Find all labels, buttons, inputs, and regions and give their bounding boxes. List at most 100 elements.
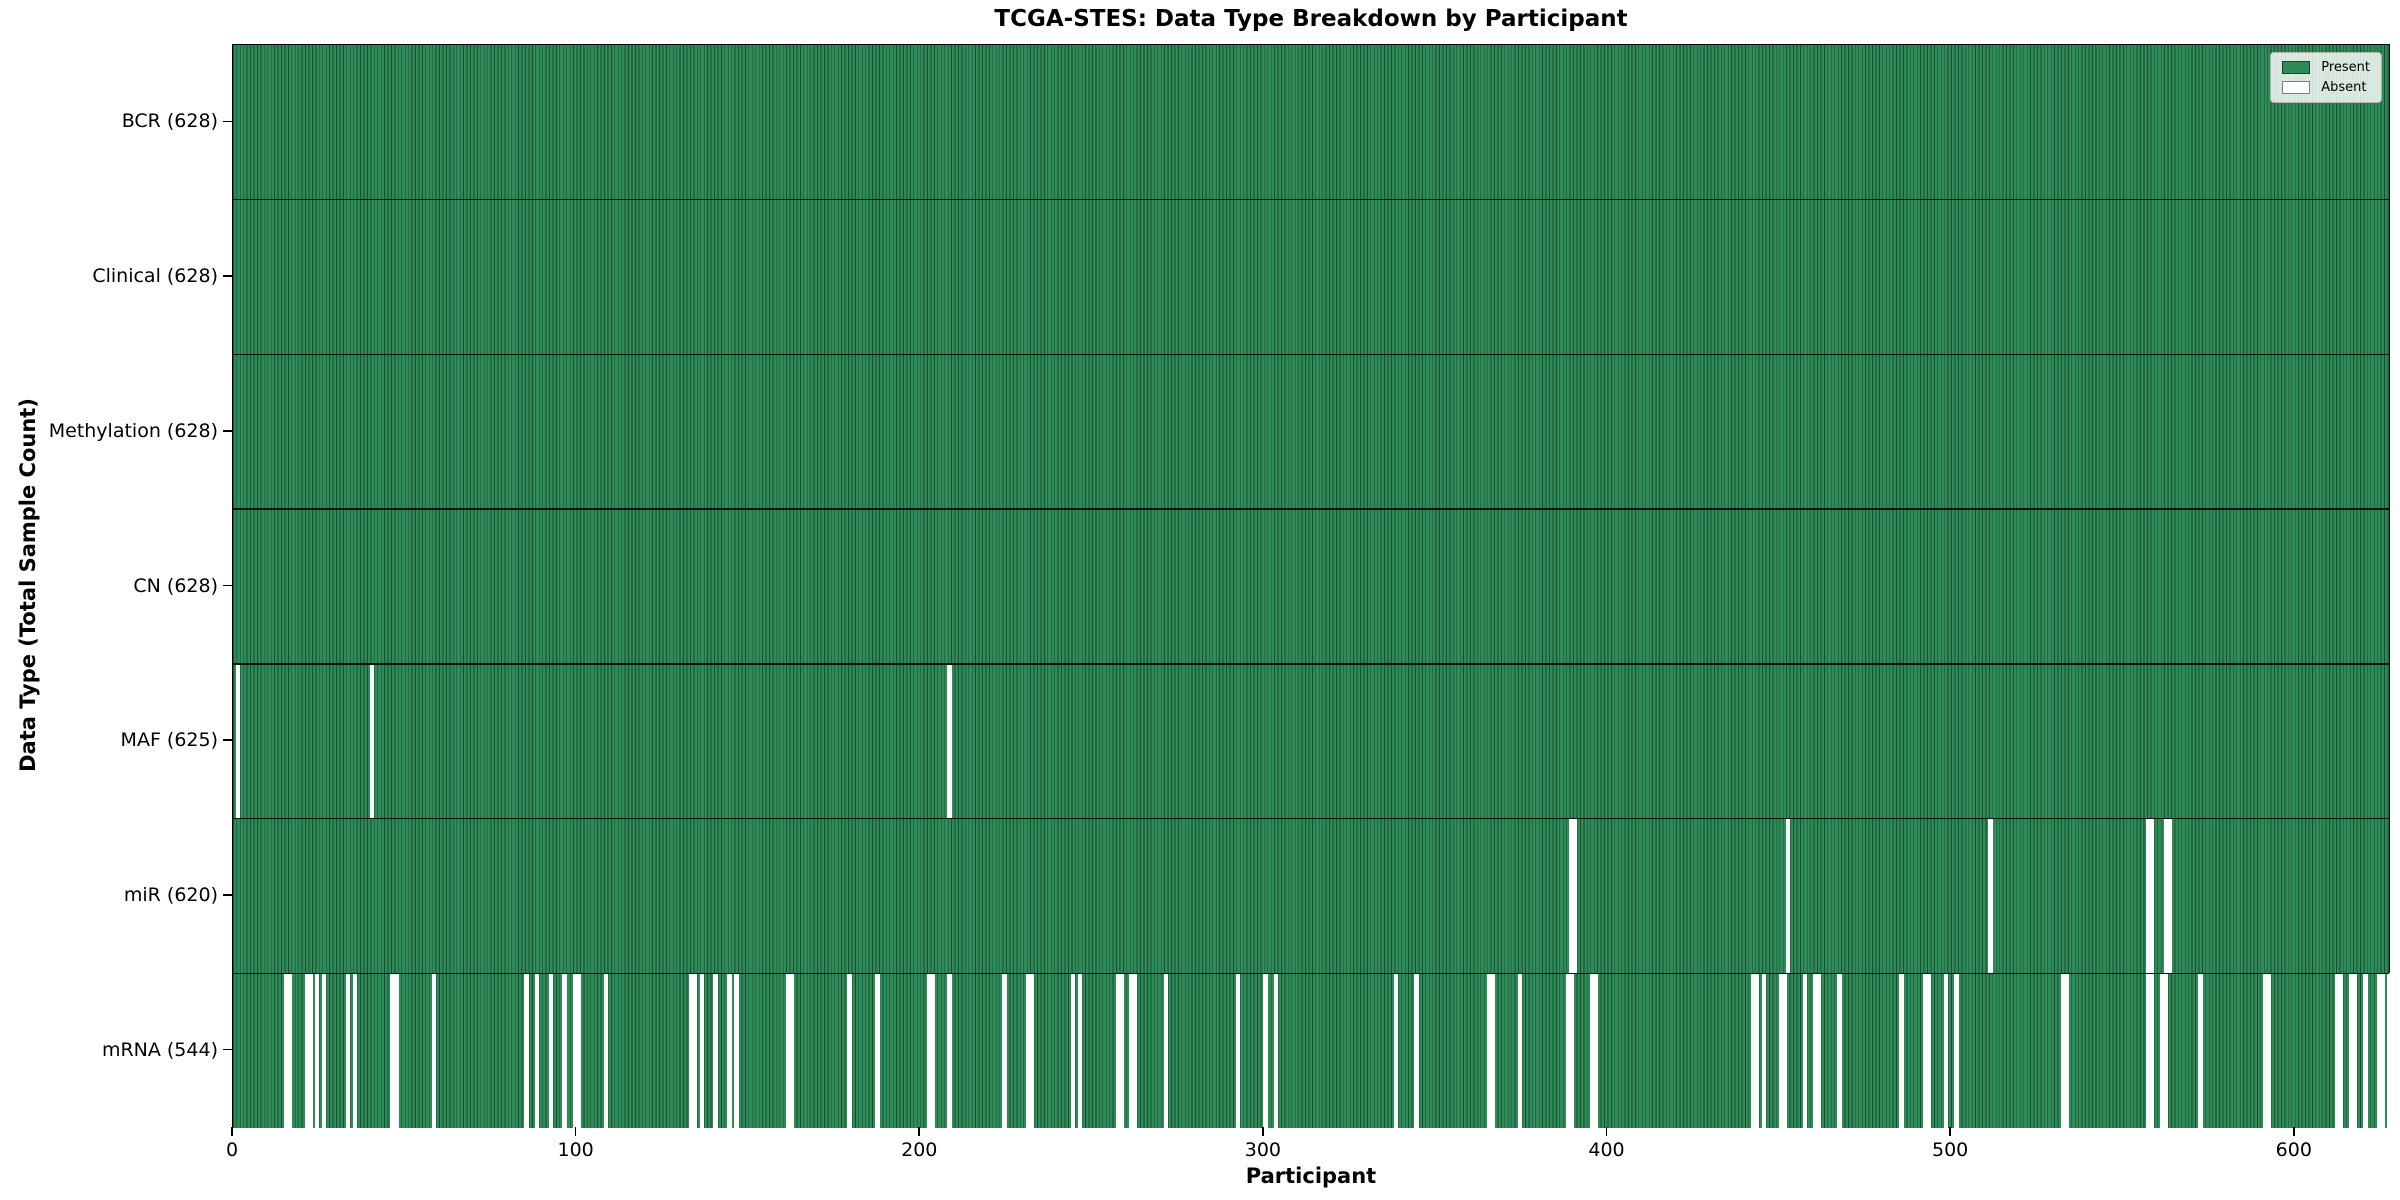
absent-cell-mRNA-395 <box>1589 973 1595 1128</box>
absent-cell-mRNA-460 <box>1813 973 1818 1128</box>
absent-cell-mRNA-100 <box>576 973 581 1128</box>
absent-cell-mRNA-467 <box>1837 973 1842 1128</box>
x-tick-label-100: 100 <box>557 1139 594 1161</box>
absent-cell-mRNA-612 <box>2335 973 2341 1128</box>
absent-cell-miR-563 <box>2167 818 2172 974</box>
row-separator <box>233 353 2389 356</box>
absent-cell-miR-557 <box>2146 818 2152 974</box>
absent-cell-mRNA-592 <box>2266 973 2272 1128</box>
absent-cell-mRNA-616 <box>2349 973 2354 1128</box>
absent-cell-mRNA-85 <box>524 973 530 1128</box>
row-CN <box>233 509 2389 664</box>
absent-cell-mRNA-557 <box>2146 973 2152 1128</box>
absent-cell-miR-558 <box>2149 818 2155 974</box>
absent-cell-MAF-40 <box>369 663 375 819</box>
absent-cell-mRNA-144 <box>727 973 732 1128</box>
absent-cell-mRNA-258 <box>1118 973 1124 1128</box>
absent-cell-mRNA-591 <box>2263 973 2268 1128</box>
absent-cell-mRNA-572 <box>2197 973 2203 1128</box>
absent-cell-mRNA-617 <box>2352 973 2358 1128</box>
row-BCR <box>233 45 2389 200</box>
absent-cell-mRNA-445 <box>1761 973 1767 1128</box>
absent-cell-mRNA-625 <box>2380 973 2385 1128</box>
absent-cell-mRNA-208 <box>947 973 952 1128</box>
y-tick-mark <box>223 894 232 896</box>
y-tick-label-Methylation: Methylation (628) <box>48 419 218 442</box>
absent-cell-mRNA-624 <box>2376 973 2382 1128</box>
x-tick-label-200: 200 <box>901 1139 938 1161</box>
absent-cell-mRNA-88 <box>534 973 540 1128</box>
absent-cell-mRNA-47 <box>393 973 399 1128</box>
absent-cell-mRNA-96 <box>562 973 567 1128</box>
row-mRNA <box>233 973 2392 1128</box>
absent-cell-mRNA-246 <box>1077 973 1083 1128</box>
plot-area: Present Absent <box>232 44 2392 1128</box>
y-tick-mark <box>223 275 232 277</box>
absent-cell-mRNA-162 <box>789 973 794 1128</box>
absent-cell-mRNA-26 <box>321 973 327 1128</box>
x-tick-mark <box>1949 1127 1951 1136</box>
row-separator <box>233 663 2389 665</box>
row-separator <box>233 199 2389 201</box>
absent-cell-mRNA-292 <box>1235 973 1241 1128</box>
y-tick-label-MAF: MAF (625) <box>120 729 218 752</box>
x-tick-label-600: 600 <box>2275 1139 2312 1161</box>
y-tick-label-CN: CN (628) <box>133 574 218 597</box>
absent-cell-mRNA-99 <box>572 973 578 1128</box>
absent-cell-mRNA-532 <box>2060 973 2066 1128</box>
x-tick-label-400: 400 <box>1588 1139 1625 1161</box>
y-tick-label-Clinical: Clinical (628) <box>92 265 218 288</box>
absent-cell-mRNA-35 <box>352 973 358 1128</box>
absent-cell-mRNA-374 <box>1517 973 1523 1128</box>
absent-swatch-icon <box>2282 81 2311 94</box>
absent-cell-mRNA-344 <box>1414 973 1420 1128</box>
row-separator <box>233 508 2389 510</box>
absent-cell-mRNA-140 <box>713 973 719 1128</box>
x-tick-mark <box>918 1127 921 1136</box>
absent-cell-mRNA-562 <box>2163 973 2169 1128</box>
x-tick-mark <box>2292 1127 2295 1136</box>
absent-cell-mRNA-561 <box>2160 973 2165 1128</box>
absent-cell-mRNA-262 <box>1132 973 1138 1128</box>
absent-cell-MAF-208 <box>947 663 952 819</box>
absent-cell-mRNA-613 <box>2338 973 2344 1128</box>
absent-cell-mRNA-533 <box>2063 973 2069 1128</box>
absent-cell-mRNA-451 <box>1782 973 1787 1128</box>
absent-cell-miR-511 <box>1988 818 1993 974</box>
row-MAF <box>233 663 2389 819</box>
absent-cell-mRNA-492 <box>1923 973 1928 1128</box>
row-Methylation <box>233 354 2389 510</box>
absent-cell-MAF-1 <box>235 663 241 819</box>
absent-cell-mRNA-498 <box>1943 973 1949 1128</box>
x-tick-mark <box>1262 1127 1264 1136</box>
absent-cell-mRNA-366 <box>1490 973 1495 1128</box>
absent-cell-mRNA-365 <box>1486 973 1492 1128</box>
absent-cell-mRNA-389 <box>1569 973 1574 1128</box>
absent-cell-mRNA-179 <box>847 973 853 1128</box>
absent-cell-miR-389 <box>1569 818 1574 974</box>
legend-item-absent: Absent <box>2282 80 2370 95</box>
y-tick-mark <box>223 739 232 741</box>
absent-cell-mRNA-146 <box>734 973 739 1128</box>
absent-cell-mRNA-443 <box>1754 973 1760 1128</box>
x-axis-label: Participant <box>1245 1164 1377 1188</box>
y-tick-mark <box>223 120 232 123</box>
y-tick-mark <box>223 429 232 432</box>
absent-cell-mRNA-232 <box>1029 973 1035 1128</box>
row-miR <box>233 818 2389 974</box>
absent-cell-mRNA-58 <box>431 973 437 1128</box>
absent-cell-mRNA-388 <box>1565 973 1571 1128</box>
absent-cell-mRNA-457 <box>1802 973 1808 1128</box>
x-tick-mark <box>231 1127 233 1136</box>
absent-cell-mRNA-24 <box>314 973 320 1128</box>
absent-cell-mRNA-442 <box>1751 973 1756 1128</box>
x-tick-label-300: 300 <box>1244 1139 1282 1161</box>
absent-cell-mRNA-161 <box>785 973 791 1128</box>
absent-cell-mRNA-396 <box>1593 973 1598 1128</box>
absent-cell-mRNA-202 <box>926 973 932 1128</box>
y-tick-label-mRNA: mRNA (544) <box>101 1038 218 1061</box>
y-tick-mark <box>223 584 232 587</box>
absent-cell-mRNA-16 <box>287 973 292 1128</box>
absent-cell-mRNA-501 <box>1953 973 1959 1128</box>
